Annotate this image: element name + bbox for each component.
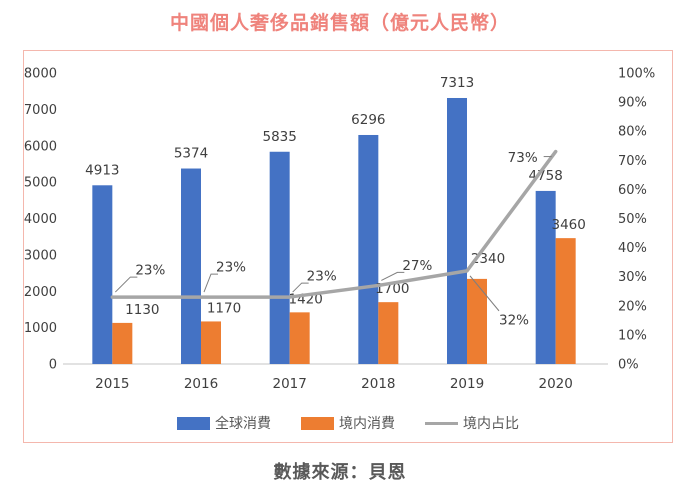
left-axis-tick: 5000 [24, 176, 57, 191]
value-label-domestic-2020: 3460 [551, 217, 585, 233]
left-axis-tick: 8000 [24, 67, 57, 82]
legend-item-ratio: 境内占比 [425, 413, 519, 433]
x-axis-label: 2015 [95, 376, 129, 392]
bar-domestic-2015 [112, 322, 133, 364]
value-label-global-2016: 5374 [174, 146, 208, 162]
legend-label: 全球消費 [215, 416, 271, 432]
right-axis-tick: 10% [618, 328, 647, 343]
bar-domestic-2020 [555, 238, 576, 364]
bar-domestic-2018 [378, 302, 399, 364]
value-label-domestic-2016: 1170 [207, 300, 241, 316]
pct-label-2015: 23% [135, 263, 165, 279]
x-axis-label: 2020 [538, 376, 572, 392]
right-axis-tick: 80% [618, 125, 647, 140]
page-title: 中國個人奢侈品銷售額（億元人民幣） [169, 12, 510, 34]
right-axis-tick: 50% [618, 212, 647, 227]
left-axis-tick: 6000 [24, 139, 57, 154]
right-axis-tick: 20% [618, 299, 647, 314]
x-axis-label: 2017 [272, 376, 306, 392]
value-label-global-2019: 7313 [440, 75, 474, 91]
value-label-global-2018: 6296 [351, 112, 385, 128]
pct-leader-2015 [114, 276, 138, 293]
x-axis-label: 2019 [450, 376, 484, 392]
value-label-global-2020: 4758 [528, 168, 562, 184]
right-axis-tick: 30% [618, 270, 647, 285]
bar-global-2018 [358, 134, 379, 364]
left-axis-tick: 2000 [24, 285, 57, 300]
chart-panel: 0 1000 2000 3000 4000 5000 6000 7000 8000 0% 10% 20… [23, 50, 673, 443]
value-label-domestic-2015: 1130 [125, 302, 159, 318]
value-label-global-2015: 4913 [85, 162, 119, 178]
x-axis-label: 2016 [184, 376, 218, 392]
bar-domestic-2017 [289, 312, 310, 364]
bar-global-2019 [447, 97, 467, 364]
left-axis-tick: 3000 [24, 248, 57, 263]
pct-label-2020: 73% [508, 150, 538, 166]
left-axis-tick: 7000 [24, 103, 57, 118]
legend-line-swatch [425, 421, 458, 425]
pct-leader-2018 [381, 271, 405, 281]
bar-domestic-2019 [467, 278, 487, 364]
legend-label: 境内消費 [339, 416, 395, 432]
legend-label: 境内占比 [463, 416, 519, 432]
pct-leader-2019 [469, 275, 500, 312]
right-axis-tick: 70% [618, 154, 647, 169]
pct-label-2019: 32% [499, 312, 529, 328]
bar-domestic-2016 [201, 321, 221, 364]
bar-global-2015 [92, 185, 113, 364]
right-axis-tick: 60% [618, 183, 647, 198]
legend-bar-swatch [301, 416, 334, 430]
right-axis-tick: 90% [618, 96, 647, 111]
value-label-global-2017: 5835 [262, 129, 296, 145]
right-axis-tick: 0% [618, 358, 639, 373]
source-caption: 數據來源：貝恩 [273, 462, 407, 483]
pct-label-2017: 23% [307, 269, 337, 285]
pct-leader-2017 [292, 282, 309, 293]
chart-canvas: 0 1000 2000 3000 4000 5000 6000 7000 8000 0% 10% 20… [24, 67, 655, 393]
legend-bar-swatch [177, 416, 210, 430]
bar-global-2017 [269, 151, 290, 364]
legend-item-domestic: 境内消費 [301, 413, 395, 433]
left-axis-tick: 4000 [24, 212, 57, 227]
chart-legend: 全球消費 境内消費 境内占比 [24, 408, 672, 438]
pct-label-2018: 27% [402, 258, 432, 274]
pct-leader-2016 [203, 273, 218, 293]
right-axis-tick: 100% [618, 67, 655, 82]
bar-global-2020 [535, 190, 556, 364]
x-axis-label: 2018 [361, 376, 395, 392]
legend-item-global: 全球消費 [177, 413, 271, 433]
left-axis-tick: 0 [49, 358, 57, 373]
trend-line [110, 149, 558, 299]
bar-global-2016 [181, 168, 201, 364]
pct-label-2016: 23% [216, 260, 246, 276]
right-axis-tick: 40% [618, 241, 647, 256]
left-axis-tick: 1000 [24, 321, 57, 336]
